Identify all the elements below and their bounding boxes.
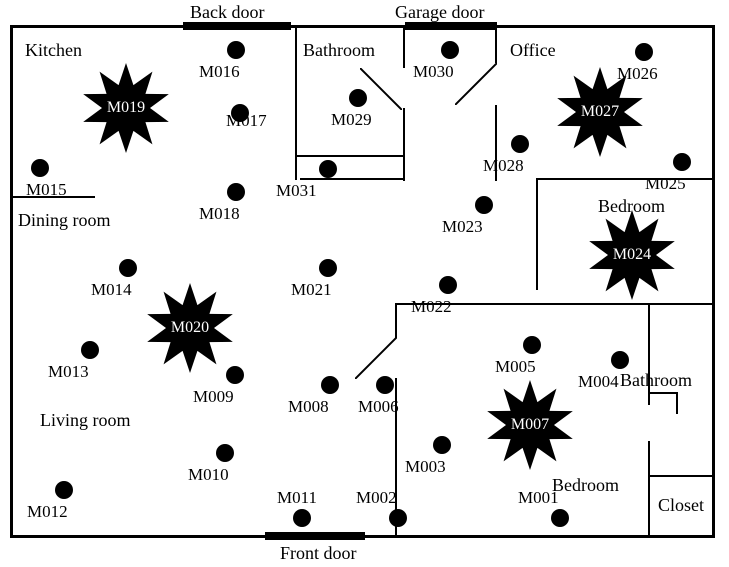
sensor-dot [349, 89, 367, 107]
sensor-label: M021 [291, 280, 332, 300]
sensor-label: M016 [199, 62, 240, 82]
sensor-label: M001 [518, 488, 559, 508]
door-swing [455, 63, 497, 105]
sensor-dot [81, 341, 99, 359]
sensor-dot [475, 196, 493, 214]
sensor-dot [511, 135, 529, 153]
sensor-dot [635, 43, 653, 61]
floorplan-canvas: Kitchen Bathroom Office Dining room Bedroom L… [0, 0, 729, 567]
room-label: Dining room [18, 210, 111, 231]
sensor-dot [216, 444, 234, 462]
sensor-label: M011 [277, 488, 317, 508]
star-label: M024 [613, 246, 651, 264]
door-swing [360, 68, 402, 110]
sensor-dot [433, 436, 451, 454]
wall [536, 178, 538, 290]
wall [536, 178, 715, 180]
room-label: Kitchen [25, 40, 82, 61]
room-label: Office [510, 40, 556, 61]
room-label: Bedroom [552, 475, 619, 496]
sensor-dot [31, 159, 49, 177]
door-swing [355, 337, 397, 379]
sensor-dot [523, 336, 541, 354]
sensor-dot [551, 509, 569, 527]
wall [10, 25, 715, 28]
sensor-label: M012 [27, 502, 68, 522]
sensor-label: M009 [193, 387, 234, 407]
sensor-label: M006 [358, 397, 399, 417]
sensor-label: M015 [26, 180, 67, 200]
sensor-label: M008 [288, 397, 329, 417]
wall [295, 155, 405, 157]
sensor-label: M029 [331, 110, 372, 130]
sensor-label: M004 [578, 372, 619, 392]
door-bar [265, 532, 365, 540]
door-bar [405, 22, 497, 30]
sensor-label: M031 [276, 181, 317, 201]
star-label: M020 [171, 319, 209, 337]
sensor-dot [389, 509, 407, 527]
star-label: M007 [511, 416, 549, 434]
sensor-label: M014 [91, 280, 132, 300]
sensor-label: M023 [442, 217, 483, 237]
sensor-label: M003 [405, 457, 446, 477]
sensor-dot [227, 183, 245, 201]
wall [676, 392, 678, 414]
sensor-dot [319, 259, 337, 277]
sensor-label: M010 [188, 465, 229, 485]
sensor-label: M022 [411, 297, 452, 317]
wall [712, 25, 715, 538]
sensor-dot [227, 41, 245, 59]
sensor-label: M005 [495, 357, 536, 377]
room-label: Bathroom [303, 40, 375, 61]
sensor-dot [439, 276, 457, 294]
sensor-label: M018 [199, 204, 240, 224]
sensor-dot [55, 481, 73, 499]
sensor-dot [319, 160, 337, 178]
wall [660, 303, 715, 305]
sensor-dot [321, 376, 339, 394]
door-bar [183, 22, 291, 30]
sensor-label: M028 [483, 156, 524, 176]
wall [300, 178, 405, 180]
sensor-dot [119, 259, 137, 277]
wall [648, 475, 715, 477]
sensor-label: M025 [645, 174, 686, 194]
wall [495, 28, 497, 63]
sensor-dot [673, 153, 691, 171]
outside-label: Back door [190, 2, 264, 23]
outside-label: Garage door [395, 2, 484, 23]
sensor-label: M030 [413, 62, 454, 82]
wall [403, 25, 405, 68]
wall [395, 303, 397, 338]
wall [648, 441, 650, 537]
room-label: Bathroom [620, 370, 692, 391]
outside-label: Front door [280, 543, 357, 564]
star-label: M027 [581, 103, 619, 121]
sensor-dot [441, 41, 459, 59]
star-label: M019 [107, 99, 145, 117]
wall [403, 108, 405, 181]
sensor-label: M017 [226, 111, 267, 131]
wall [648, 392, 678, 394]
wall [10, 25, 13, 538]
sensor-dot [611, 351, 629, 369]
room-label: Closet [658, 495, 704, 516]
sensor-label: M002 [356, 488, 397, 508]
room-label: Living room [40, 410, 131, 431]
sensor-dot [376, 376, 394, 394]
sensor-dot [293, 509, 311, 527]
sensor-label: M013 [48, 362, 89, 382]
